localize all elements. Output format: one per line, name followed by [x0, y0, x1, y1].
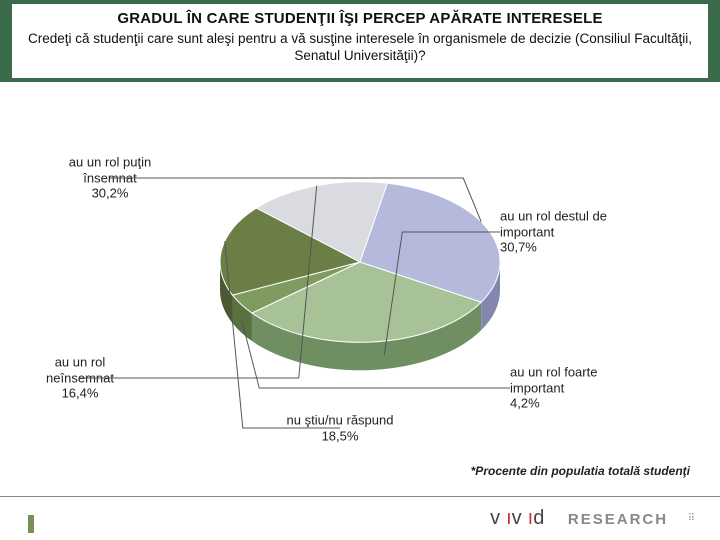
page-title: GRADUL ÎN CARE STUDENŢII ÎŞI PERCEP APĂR… [26, 10, 694, 27]
pie-label-neinsemnat: au un rolneînsemnat16,4% [0, 355, 165, 402]
pie-svg [210, 172, 510, 392]
footer: vıvıd RESEARCH ⠿ [0, 496, 720, 540]
footnote: *Procente din populatia totală studenţi [471, 464, 690, 478]
chart-area: au un rol destul deimportant30,7% au un r… [0, 82, 720, 472]
pie-label-putin_insemnat: au un rol puţinînsemnat30,2% [25, 155, 195, 202]
header: GRADUL ÎN CARE STUDENŢII ÎŞI PERCEP APĂR… [12, 4, 708, 78]
brand-dots-icon: ⠿ [688, 513, 696, 524]
brand-letters: vıvıd [490, 507, 550, 529]
brand-logo: vıvıd RESEARCH ⠿ [490, 507, 696, 530]
brand-word: RESEARCH [568, 511, 668, 528]
pie-chart [210, 172, 510, 392]
slide: GRADUL ÎN CARE STUDENŢII ÎŞI PERCEP APĂR… [0, 0, 720, 540]
page-subtitle: Credeţi că studenţii care sunt aleşi pen… [26, 31, 694, 65]
pie-label-foarte_important: au un rol foarteimportant4,2% [510, 365, 680, 412]
footer-accent [28, 515, 34, 533]
pie-label-destul_important: au un rol destul deimportant30,7% [500, 209, 670, 256]
pie-label-nu_stiu: nu ştiu/nu răspund18,5% [255, 412, 425, 443]
